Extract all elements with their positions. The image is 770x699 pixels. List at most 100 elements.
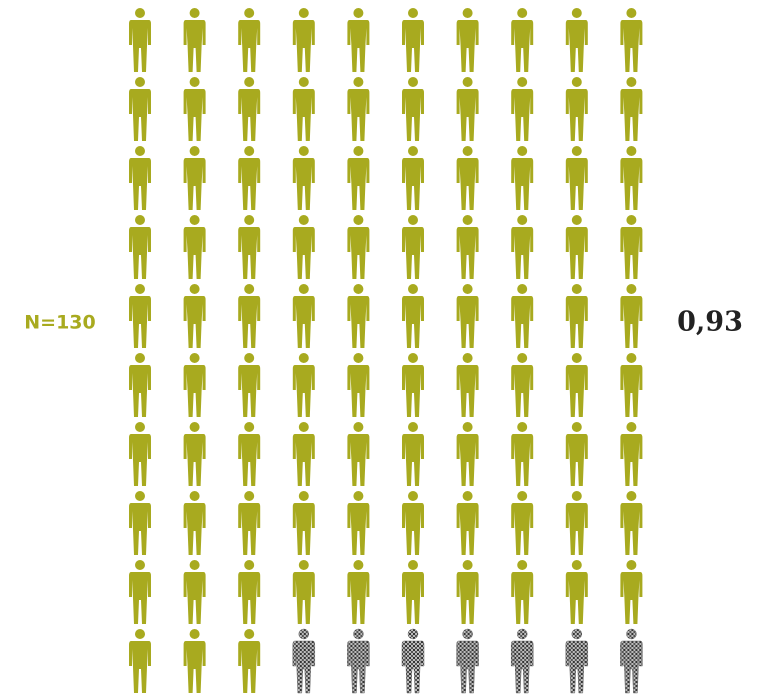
- person-icon: [620, 353, 643, 417]
- person-icon: [565, 146, 588, 210]
- person-icon: [183, 146, 206, 210]
- person-icon: [238, 284, 261, 348]
- person-icon: [565, 77, 588, 141]
- person-icon: [620, 77, 643, 141]
- value-label: 0,93: [677, 307, 743, 338]
- person-icon: [129, 629, 151, 693]
- person-icon: [402, 560, 424, 624]
- person-icon: [292, 353, 315, 417]
- person-icon: [292, 215, 315, 279]
- person-icon: [456, 422, 479, 486]
- annotation: N=130: [24, 312, 95, 334]
- person-icon: [238, 560, 261, 624]
- person-icon-rest: [510, 628, 534, 694]
- person-icon: [511, 284, 534, 348]
- person-icon: [347, 284, 370, 348]
- person-icon: [511, 491, 534, 555]
- person-icon: [456, 77, 479, 141]
- person-icon: [511, 8, 534, 72]
- person-icon: [238, 491, 261, 555]
- person-icon: [183, 629, 206, 693]
- person-icon: [238, 629, 261, 693]
- person-icon: [129, 284, 151, 348]
- person-icon: [238, 353, 261, 417]
- person-icon: [292, 146, 315, 210]
- person-icon-rest: [401, 628, 425, 694]
- person-icon: [238, 77, 261, 141]
- person-icon: [292, 491, 315, 555]
- person-icon-rest: [620, 628, 643, 694]
- person-icon: [129, 560, 151, 624]
- person-icon: [402, 422, 424, 486]
- person-icon: [620, 215, 643, 279]
- person-icon: [183, 353, 206, 417]
- person-icon: [129, 8, 151, 72]
- person-icon: [456, 284, 479, 348]
- person-icon: [565, 353, 588, 417]
- person-icon-rest: [456, 628, 479, 694]
- person-icon: [347, 146, 370, 210]
- person-icon: [347, 422, 370, 486]
- person-icon: [238, 215, 261, 279]
- person-icon: [129, 77, 151, 141]
- person-icon: [565, 215, 588, 279]
- person-icon: [183, 215, 206, 279]
- person-icon: [402, 8, 424, 72]
- person-icon: [511, 353, 534, 417]
- person-icon: [565, 560, 588, 624]
- person-icon: [347, 560, 370, 624]
- person-icon: [129, 422, 151, 486]
- person-icon: [620, 284, 643, 348]
- person-icon: [620, 8, 643, 72]
- person-icon: [511, 422, 534, 486]
- person-icon: [238, 422, 261, 486]
- person-icon: [292, 560, 315, 624]
- person-icon: [620, 491, 643, 555]
- person-icon: [183, 77, 206, 141]
- person-icon: [565, 491, 588, 555]
- person-icon: [402, 353, 424, 417]
- person-icon: [456, 491, 479, 555]
- person-icon: [347, 491, 370, 555]
- person-icon: [347, 215, 370, 279]
- person-icon-rest: [292, 628, 316, 694]
- person-icon: [456, 146, 479, 210]
- person-icon-rest: [347, 628, 370, 694]
- person-icon: [456, 215, 479, 279]
- person-icon: [292, 422, 315, 486]
- person-icon: [129, 215, 151, 279]
- person-icon: [292, 77, 315, 141]
- person-icon: [620, 422, 643, 486]
- person-icon: [565, 8, 588, 72]
- person-icon: [129, 491, 151, 555]
- person-icon: [129, 146, 151, 210]
- person-icon: [402, 491, 424, 555]
- person-icon: [402, 284, 424, 348]
- person-icon-rest: [565, 628, 589, 694]
- person-icon: [183, 8, 206, 72]
- person-icon: [402, 215, 424, 279]
- person-icon: [129, 353, 151, 417]
- person-icon: [456, 353, 479, 417]
- person-icon: [620, 560, 643, 624]
- person-icon: [402, 77, 424, 141]
- person-icon: [183, 422, 206, 486]
- person-icon: [183, 560, 206, 624]
- person-icon: [347, 77, 370, 141]
- person-icon: [511, 560, 534, 624]
- person-icon: [565, 422, 588, 486]
- person-icon: [620, 146, 643, 210]
- person-icon: [511, 146, 534, 210]
- person-icon: [347, 8, 370, 72]
- person-icon: [183, 491, 206, 555]
- person-icon: [456, 560, 479, 624]
- person-icon: [511, 77, 534, 141]
- person-icon: [238, 8, 261, 72]
- person-icon: [402, 146, 424, 210]
- person-icon: [183, 284, 206, 348]
- person-icon: [456, 8, 479, 72]
- person-icon: [565, 284, 588, 348]
- pictogram: [129, 8, 643, 694]
- person-icon: [511, 215, 534, 279]
